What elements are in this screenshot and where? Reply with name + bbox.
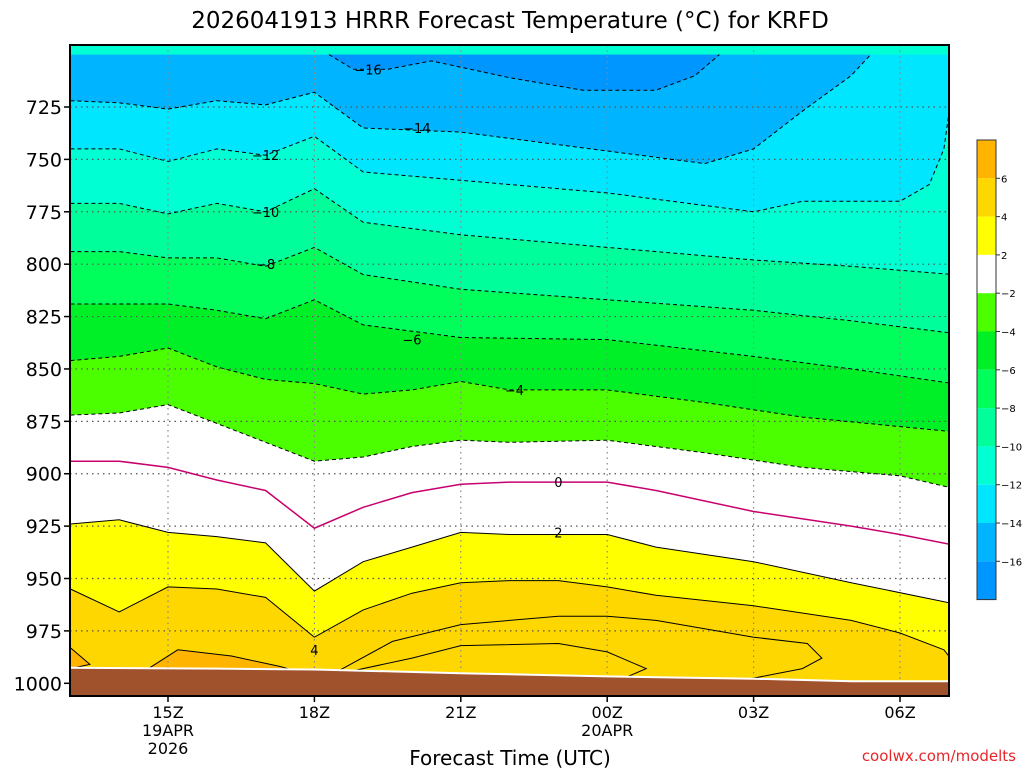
ground-below-surface: [70, 667, 949, 696]
colorbar-swatch: [977, 446, 996, 485]
y-axis: 725 750 775 800 825 850 875 900 925 950 975 1000: [14, 97, 70, 695]
colorbar-label: −8: [1001, 404, 1016, 415]
x-tick-label: 00Z: [592, 703, 623, 722]
isotherm-label: −16: [354, 63, 381, 78]
isotherm-line: [70, 188, 949, 275]
surface-line: [70, 666, 949, 683]
isotherm-line: [338, 615, 823, 680]
colorbar-label: −10: [1001, 442, 1022, 453]
y-tick-label: 900: [26, 464, 62, 486]
isotherm-label: −12: [252, 149, 279, 164]
source-credit[interactable]: coolwx.com/modelts: [862, 747, 1016, 765]
x-tick-label: 03Z: [738, 703, 769, 722]
colorbar-swatch: [977, 408, 996, 447]
y-tick-label: 775: [26, 202, 62, 224]
colorbar-swatch: [977, 140, 996, 179]
y-tick-label: 875: [26, 411, 62, 433]
temperature-band: [70, 54, 949, 212]
isotherm-label: −6: [402, 334, 421, 349]
isotherm-line: [148, 649, 296, 672]
chart-title: 2026041913 HRRR Forecast Temperature (°C…: [191, 8, 829, 34]
x-tick-label: 21Z: [445, 703, 476, 722]
colorbar-swatch: [977, 561, 996, 600]
isotherm-line: [70, 347, 949, 432]
isotherm-line: [70, 580, 949, 658]
ground-fill: [70, 666, 949, 696]
x-tick-label: 15Z: [152, 703, 183, 722]
isotherm-line: [70, 404, 949, 488]
y-tick-label: 950: [26, 569, 62, 591]
y-tick-label: 850: [26, 359, 62, 381]
colorbar-label: −6: [1001, 366, 1016, 377]
colorbar-swatch: [977, 523, 996, 562]
colorbar-swatch: [977, 369, 996, 409]
y-tick-label: 825: [26, 307, 62, 329]
temperature-band-warm: [148, 649, 295, 671]
plot-frame: [69, 44, 950, 697]
colorbar: 6 4 2 −2 −4 −6 −8 −10 −12 −14 −16: [976, 139, 1022, 601]
isotherm-line: [70, 460, 949, 545]
x-axis-title: Forecast Time (UTC): [409, 746, 611, 768]
x-date-label: 19APR: [142, 721, 194, 740]
colorbar-label: −14: [1001, 519, 1022, 530]
isotherm-label: 0: [554, 476, 562, 491]
colorbar-label: 2: [1001, 251, 1007, 262]
colorbar-label: −2: [1001, 289, 1016, 300]
isotherm-label: 4: [310, 644, 318, 659]
colorbar-label: 4: [1001, 213, 1007, 224]
isotherm-label: 2: [554, 526, 562, 541]
isotherm-label: −8: [256, 258, 275, 273]
isotherm-label: −10: [252, 206, 279, 221]
colorbar-label: −4: [1001, 328, 1016, 339]
temperature-band: [329, 54, 720, 91]
isotherm-label: −4: [505, 384, 524, 399]
x-tick-label: 06Z: [884, 703, 915, 722]
isotherm-line: [70, 299, 949, 384]
isotherm-line: [343, 642, 648, 678]
x-year-label: 2026: [148, 739, 189, 758]
isotherm-contours: −16 −14 −12 −10 −8 −6 −4 0 2 4: [70, 54, 949, 680]
colorbar-label: 6: [1001, 174, 1007, 185]
colorbar-label: −12: [1001, 481, 1022, 492]
colorbar-swatch: [977, 216, 996, 255]
isotherm-line: [70, 109, 949, 213]
isotherm-line: [70, 54, 872, 165]
temperature-band-warm: [70, 647, 90, 669]
x-tick-label: 18Z: [299, 703, 330, 722]
isotherm-label: −14: [403, 122, 430, 137]
isotherm-line: [70, 519, 949, 604]
colorbar-label: −16: [1001, 557, 1022, 568]
x-date-label: 20APR: [581, 721, 633, 740]
y-tick-label: 750: [26, 149, 62, 171]
y-tick-label: 725: [26, 97, 62, 119]
colorbar-swatch: [977, 293, 996, 332]
y-tick-label: 925: [26, 516, 62, 538]
plot-area: [70, 45, 949, 696]
colorbar-swatch: [977, 484, 996, 523]
y-tick-label: 800: [26, 254, 62, 276]
isotherm-line: [70, 246, 949, 334]
y-tick-label: 1000: [14, 673, 62, 695]
y-tick-label: 975: [26, 621, 62, 643]
colorbar-swatch: [977, 178, 996, 217]
colorbar-swatch: [977, 331, 996, 370]
colorbar-swatch: [977, 254, 996, 294]
